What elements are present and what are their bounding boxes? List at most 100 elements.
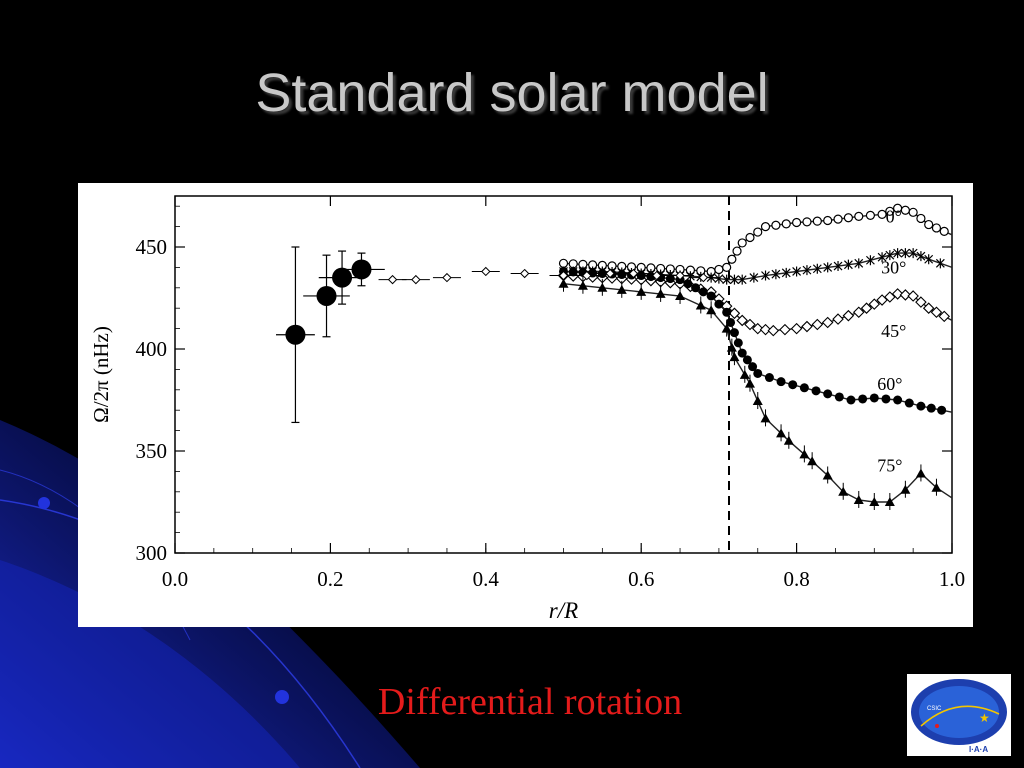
series-marker bbox=[792, 266, 802, 277]
series-marker bbox=[736, 314, 748, 327]
series-marker bbox=[812, 263, 822, 274]
rotation-chart: 0.0 0.2 0.4 0.6 0.8 1.0 300 350 400 450 r/R Ω/2π (n… bbox=[89, 195, 965, 623]
series-layer bbox=[557, 203, 953, 510]
x-tick-label: 0.2 bbox=[317, 567, 343, 591]
series-marker bbox=[749, 272, 759, 283]
inner-point bbox=[582, 270, 592, 281]
series-marker bbox=[742, 355, 752, 365]
series-marker bbox=[843, 213, 854, 223]
logo-csic: CSIC bbox=[927, 706, 942, 712]
iaa-logo-graphic: ★ CSIC I·A·A bbox=[911, 679, 1007, 754]
series-marker bbox=[915, 296, 927, 308]
series-marker bbox=[665, 274, 675, 284]
series-marker bbox=[858, 394, 868, 404]
series-marker bbox=[877, 209, 887, 219]
series-marker bbox=[833, 261, 843, 272]
series-marker bbox=[881, 394, 891, 404]
decor-dot-2 bbox=[275, 690, 289, 704]
series-marker bbox=[907, 290, 919, 302]
series-marker bbox=[726, 317, 736, 327]
series-marker bbox=[730, 274, 739, 285]
series-marker bbox=[791, 217, 802, 228]
series-marker bbox=[558, 258, 569, 268]
series-marker bbox=[823, 215, 833, 226]
series-marker bbox=[760, 221, 771, 232]
series-marker bbox=[767, 324, 780, 337]
series-marker bbox=[753, 368, 763, 378]
series-marker bbox=[781, 267, 791, 278]
series-marker bbox=[737, 348, 747, 358]
series-marker bbox=[922, 302, 935, 314]
series-marker bbox=[781, 219, 791, 229]
series-marker bbox=[737, 238, 747, 248]
x-tick-label: 0.4 bbox=[473, 567, 500, 591]
svg-text:★: ★ bbox=[979, 711, 990, 725]
y-tick-label: 300 bbox=[136, 541, 168, 565]
inner-point bbox=[605, 268, 615, 279]
series-marker bbox=[698, 287, 708, 297]
series-marker bbox=[691, 283, 701, 293]
inner-point bbox=[519, 268, 530, 279]
series-marker bbox=[899, 289, 912, 301]
series-marker bbox=[764, 373, 774, 383]
series-marker bbox=[924, 219, 934, 230]
series-marker bbox=[884, 291, 896, 303]
series-marker bbox=[930, 306, 943, 319]
series-marker bbox=[714, 273, 724, 284]
core-point bbox=[316, 285, 337, 306]
series-marker bbox=[771, 220, 781, 230]
y-tick-label: 450 bbox=[136, 235, 168, 259]
series-label-4: 75° bbox=[877, 455, 902, 475]
core-point bbox=[332, 267, 353, 288]
x-tick-label: 1.0 bbox=[939, 567, 965, 591]
inner-point bbox=[675, 270, 685, 281]
chart-panel: 0.0 0.2 0.4 0.6 0.8 1.0 300 350 400 450 r/R Ω/2π (n… bbox=[78, 183, 973, 627]
series-marker bbox=[811, 386, 821, 396]
series-marker bbox=[821, 316, 834, 329]
series-marker bbox=[751, 322, 764, 335]
series-marker bbox=[854, 211, 864, 222]
series-marker bbox=[714, 299, 724, 309]
series-marker bbox=[802, 217, 812, 227]
series-marker bbox=[843, 259, 853, 270]
decor-swoosh-2 bbox=[0, 560, 300, 768]
series-marker bbox=[834, 392, 844, 402]
series-marker bbox=[646, 272, 656, 282]
y-tick-label: 350 bbox=[136, 439, 168, 463]
series-marker bbox=[916, 213, 926, 224]
series-marker bbox=[916, 401, 926, 411]
slide-title: Standard solar model bbox=[255, 63, 769, 123]
series-label-3: 60° bbox=[877, 374, 902, 394]
series-marker bbox=[937, 405, 947, 415]
inner-point bbox=[442, 272, 452, 283]
series-marker bbox=[823, 262, 833, 273]
series-marker bbox=[924, 254, 934, 265]
series-marker bbox=[832, 313, 844, 325]
series-marker bbox=[733, 338, 743, 348]
series-marker bbox=[939, 226, 949, 236]
series-marker bbox=[823, 389, 833, 399]
series-marker bbox=[759, 323, 772, 336]
series-marker bbox=[885, 206, 895, 216]
series-marker bbox=[885, 250, 895, 261]
series-marker bbox=[683, 279, 693, 289]
series-marker bbox=[893, 248, 903, 259]
series-marker bbox=[868, 298, 881, 310]
series-label-2: 45° bbox=[881, 321, 906, 341]
series-marker bbox=[931, 223, 942, 233]
series-marker bbox=[935, 258, 945, 269]
series-marker bbox=[788, 380, 798, 390]
series-marker bbox=[753, 227, 763, 237]
series-marker bbox=[869, 393, 879, 403]
series-marker bbox=[908, 248, 918, 259]
series-marker bbox=[737, 274, 747, 285]
series-marker bbox=[771, 269, 781, 280]
inner-point bbox=[411, 274, 421, 285]
inner-point bbox=[481, 266, 491, 277]
series-marker bbox=[745, 232, 755, 243]
core-point bbox=[351, 259, 372, 280]
series-marker bbox=[722, 262, 732, 273]
series-marker bbox=[722, 307, 732, 317]
series-marker bbox=[790, 322, 803, 335]
x-axis-label: r/R bbox=[549, 598, 578, 623]
